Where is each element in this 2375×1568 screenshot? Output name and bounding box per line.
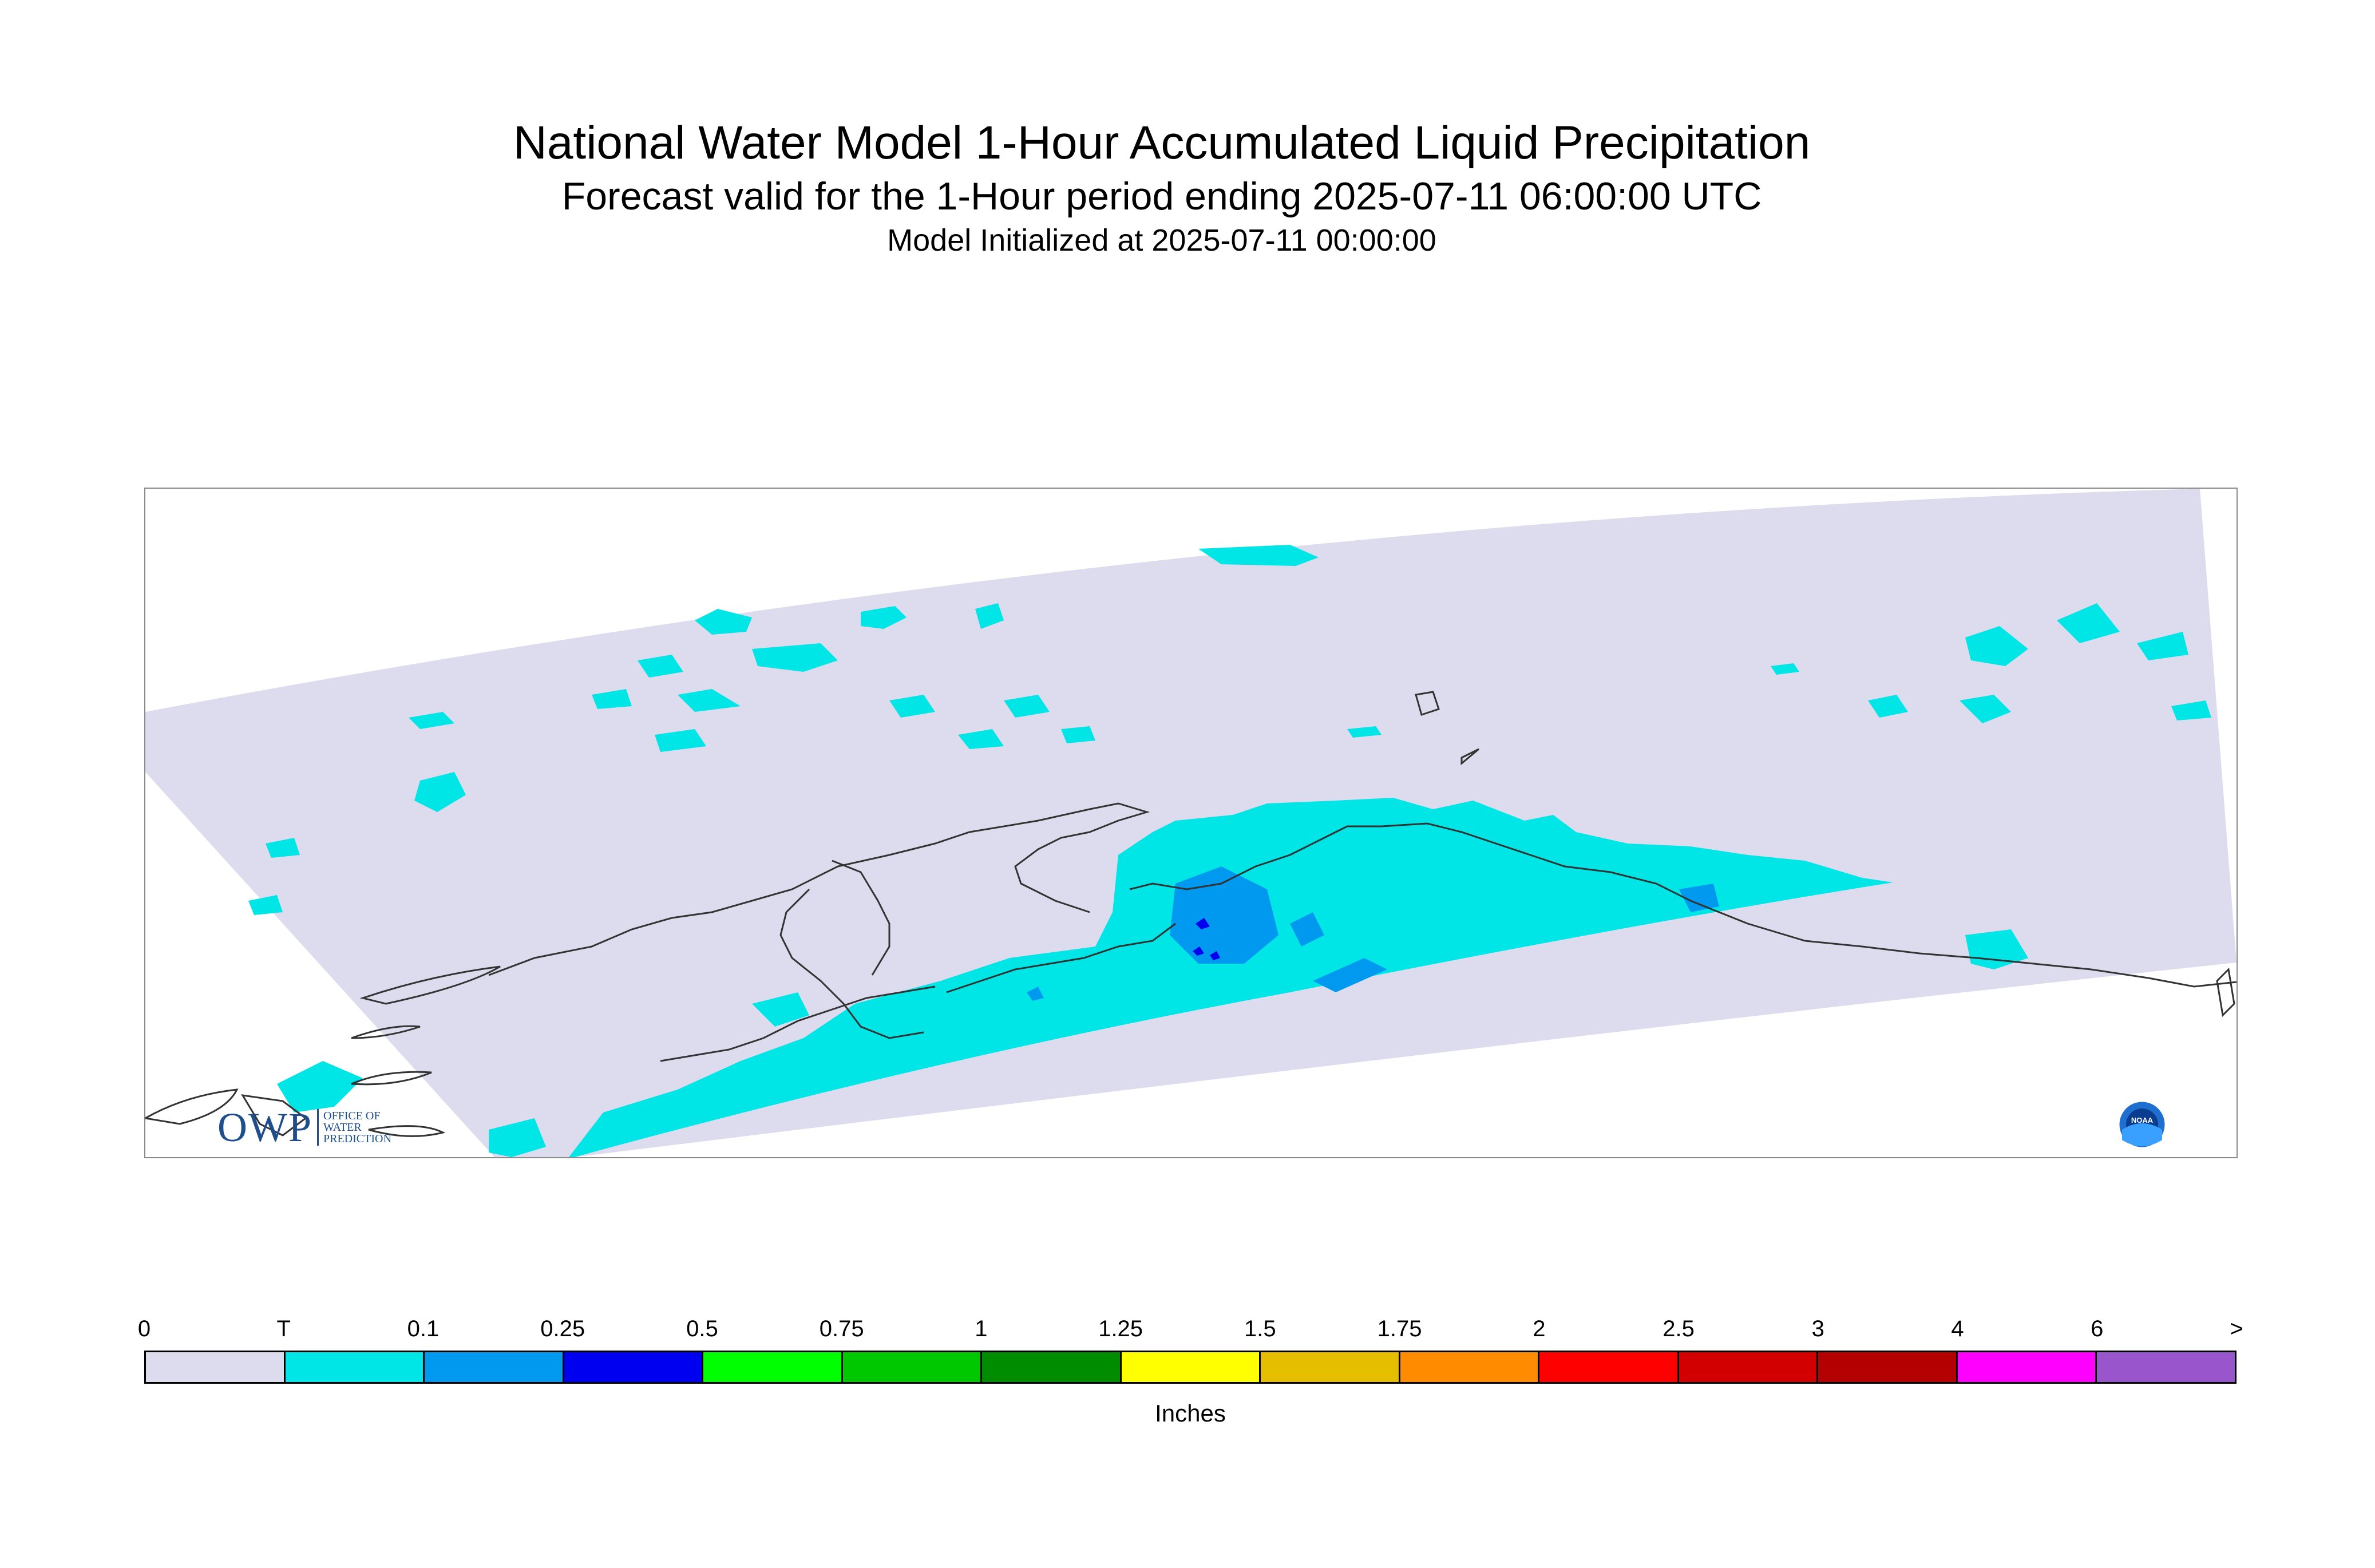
legend-bin-1 bbox=[285, 1352, 425, 1382]
owp-logo-divider bbox=[317, 1109, 319, 1146]
forecast-valid-subtitle: Forecast valid for the 1-Hour period end… bbox=[561, 175, 1762, 218]
legend-tick-label: 2.5 bbox=[1662, 1316, 1695, 1341]
map-title: National Water Model 1-Hour Accumulated … bbox=[513, 117, 1811, 169]
title-block: National Water Model 1-Hour Accumulated … bbox=[143, 114, 2180, 260]
legend-tick-label: 1.25 bbox=[1098, 1316, 1143, 1341]
legend-tick-label: 0.5 bbox=[686, 1316, 718, 1341]
legend-tick-labels: 0 T 0.1 0.25 0.5 0.75 1 1.25 1.5 1.75 2 2.5 3 4 6 > bbox=[138, 1316, 2243, 1351]
legend-bin-12 bbox=[1818, 1352, 1958, 1382]
legend-bin-7 bbox=[1121, 1352, 1261, 1382]
owp-logo-line1: OFFICE OF bbox=[323, 1110, 381, 1122]
trace-precip-east bbox=[1965, 929, 2028, 969]
legend-bin-2 bbox=[425, 1352, 564, 1382]
owp-logo-line3: PREDICTION bbox=[323, 1133, 391, 1145]
legend-bin-14 bbox=[2097, 1352, 2235, 1382]
color-legend: 0 T 0.1 0.25 0.5 0.75 1 1.25 1.5 1.75 2 2.5 3 4 6 > Inc… bbox=[138, 1316, 2243, 1427]
legend-unit-label: Inches bbox=[1155, 1400, 1226, 1427]
legend-tick-label: > bbox=[2230, 1316, 2243, 1341]
legend-tick-label: 3 bbox=[1811, 1316, 1824, 1341]
legend-bin-5 bbox=[842, 1352, 983, 1382]
legend-bin-8 bbox=[1261, 1352, 1400, 1382]
moderate-precip bbox=[1193, 918, 1220, 960]
noaa-emblem-icon: NOAA bbox=[2117, 1100, 2167, 1149]
model-init-subtitle: Model Initialized at 2025-07-11 00:00:00 bbox=[887, 223, 1436, 258]
legend-tick-label: 1.5 bbox=[1244, 1316, 1276, 1341]
owp-logo-line2: WATER bbox=[323, 1121, 362, 1134]
legend-bin-3 bbox=[564, 1352, 704, 1382]
legend-tick-label: T bbox=[276, 1316, 291, 1341]
legend-tick-label: 0.25 bbox=[540, 1316, 585, 1341]
coastlines bbox=[145, 691, 2237, 1137]
legend-tick-label: 1.75 bbox=[1377, 1316, 1422, 1341]
legend-bin-13 bbox=[1957, 1352, 2097, 1382]
legend-color-bar bbox=[144, 1351, 2237, 1384]
owp-logo-wordmark: OWP bbox=[217, 1104, 312, 1150]
map-canvas bbox=[145, 489, 2237, 1157]
legend-tick-label: 4 bbox=[1951, 1316, 1964, 1341]
legend-tick-label: 0.75 bbox=[819, 1316, 864, 1341]
legend-bin-0 bbox=[146, 1352, 286, 1382]
noaa-emblem-text: NOAA bbox=[2131, 1116, 2154, 1124]
legend-tick-label: 0.1 bbox=[407, 1316, 440, 1341]
owp-logo-subtitle: OFFICE OF WATER PREDICTION bbox=[323, 1110, 391, 1145]
legend-bin-9 bbox=[1400, 1352, 1540, 1382]
legend-bin-11 bbox=[1679, 1352, 1819, 1382]
precipitation-map bbox=[144, 488, 2238, 1158]
owp-logo: OWP OFFICE OF WATER PREDICTION bbox=[217, 1104, 391, 1150]
legend-tick-label: 6 bbox=[2091, 1316, 2104, 1341]
legend-bin-4 bbox=[703, 1352, 843, 1382]
trace-precip-south bbox=[569, 798, 1893, 1157]
legend-tick-label: 0 bbox=[137, 1316, 151, 1341]
legend-bin-10 bbox=[1539, 1352, 1679, 1382]
legend-tick-label: 1 bbox=[975, 1316, 988, 1341]
light-precip bbox=[1027, 866, 1719, 1001]
legend-tick-label: 2 bbox=[1533, 1316, 1546, 1341]
legend-bin-6 bbox=[982, 1352, 1122, 1382]
trace-precip-north bbox=[248, 545, 2211, 915]
noaa-logo: NOAA bbox=[2117, 1100, 2167, 1149]
